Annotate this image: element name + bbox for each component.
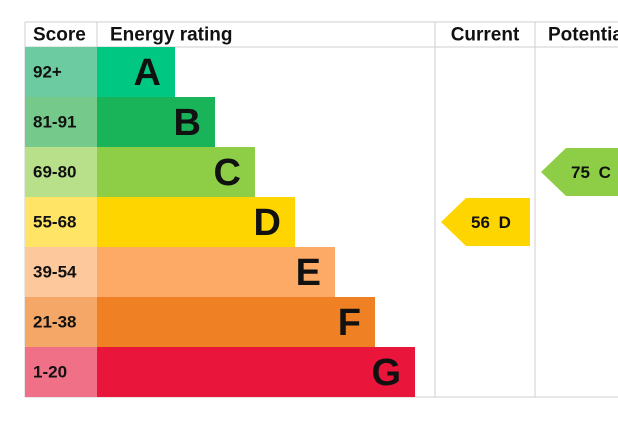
- rating-bar: [97, 197, 295, 247]
- current-value: 56: [471, 213, 490, 232]
- current-arrow: [441, 198, 530, 246]
- current-label: 56 D: [471, 213, 511, 232]
- rating-letter: B: [174, 102, 201, 144]
- rating-bar: [97, 247, 335, 297]
- score-range: 55-68: [33, 213, 76, 232]
- score-cell: [25, 97, 97, 147]
- potential-label: 75 C: [571, 163, 611, 182]
- score-range: 21-38: [33, 313, 76, 332]
- rating-bar: [97, 47, 175, 97]
- potential-letter: C: [599, 163, 611, 182]
- potential-value: 75: [571, 163, 590, 182]
- header-potential: Potential: [548, 25, 618, 46]
- score-cell: [25, 147, 97, 197]
- score-range: 81-91: [33, 113, 76, 132]
- rating-bar: [97, 297, 375, 347]
- rating-letter: G: [371, 352, 401, 394]
- header-current: Current: [451, 25, 520, 46]
- rating-letter: F: [338, 302, 361, 344]
- score-range: 92+: [33, 63, 62, 82]
- current-letter: D: [499, 213, 511, 232]
- header-rating: Energy rating: [110, 25, 232, 46]
- rating-bar: [97, 147, 255, 197]
- rating-bar: [97, 347, 415, 397]
- score-cell: [25, 297, 97, 347]
- rating-bar: [97, 97, 215, 147]
- rating-letter: C: [214, 152, 241, 194]
- score-range: 69-80: [33, 163, 76, 182]
- score-range: 1-20: [33, 363, 67, 382]
- rating-letter: D: [254, 202, 281, 244]
- score-cell: [25, 347, 97, 397]
- rating-letter: A: [134, 52, 161, 94]
- potential-arrow: [541, 148, 618, 196]
- score-range: 39-54: [33, 263, 77, 282]
- score-cell: [25, 47, 97, 97]
- score-cell: [25, 247, 97, 297]
- score-cell: [25, 197, 97, 247]
- rating-letter: E: [296, 252, 321, 294]
- header-score: Score: [33, 25, 86, 46]
